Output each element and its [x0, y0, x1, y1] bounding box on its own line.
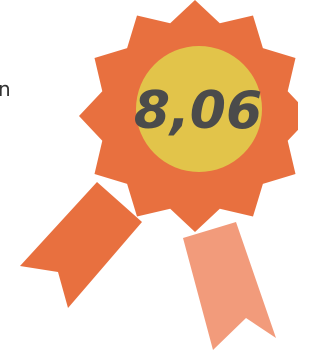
left-ribbon	[20, 182, 142, 308]
right-ribbon	[183, 222, 276, 350]
badge-illustration: n 8,06	[0, 0, 298, 354]
side-text: n	[0, 77, 11, 101]
page: n 8,06 (() => { const data = JSON.parse(…	[0, 0, 298, 354]
score: 8,06	[134, 81, 262, 141]
